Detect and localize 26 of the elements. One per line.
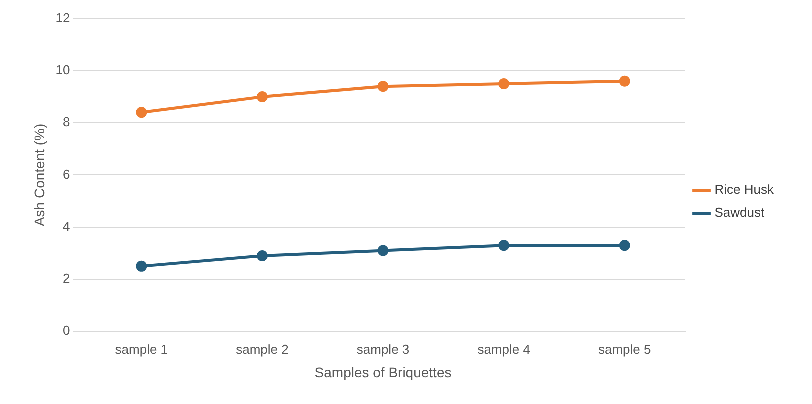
y-axis-title: Ash Content (%)	[31, 124, 48, 227]
legend-label: Sawdust	[714, 205, 766, 220]
point	[619, 240, 630, 252]
y-tick-label: 12	[56, 10, 70, 26]
x-tick-label: sample 5	[598, 342, 652, 357]
x-tick-label: sample 3	[356, 342, 410, 357]
point	[136, 260, 148, 272]
x-tick-label: sample 2	[236, 342, 289, 357]
point	[498, 240, 510, 252]
point	[378, 81, 389, 92]
point	[619, 76, 630, 87]
y-tick-label: 2	[63, 271, 70, 286]
y-tick-label: 4	[63, 218, 70, 234]
point	[378, 245, 389, 256]
x-tick-label: sample 1	[115, 342, 168, 357]
x-tick-label: sample 4	[478, 342, 530, 357]
x-axis-title: Samples of Briquettes	[314, 364, 452, 380]
legend-label: Rice Husk	[714, 182, 774, 198]
y-tick-label: 0	[63, 323, 70, 338]
y-tick-label: 6	[63, 166, 70, 182]
point	[256, 92, 268, 102]
y-tick-label: 10	[56, 62, 70, 78]
point	[256, 250, 268, 262]
y-tick-label: 8	[63, 114, 70, 130]
point	[498, 78, 510, 90]
point	[136, 107, 148, 118]
